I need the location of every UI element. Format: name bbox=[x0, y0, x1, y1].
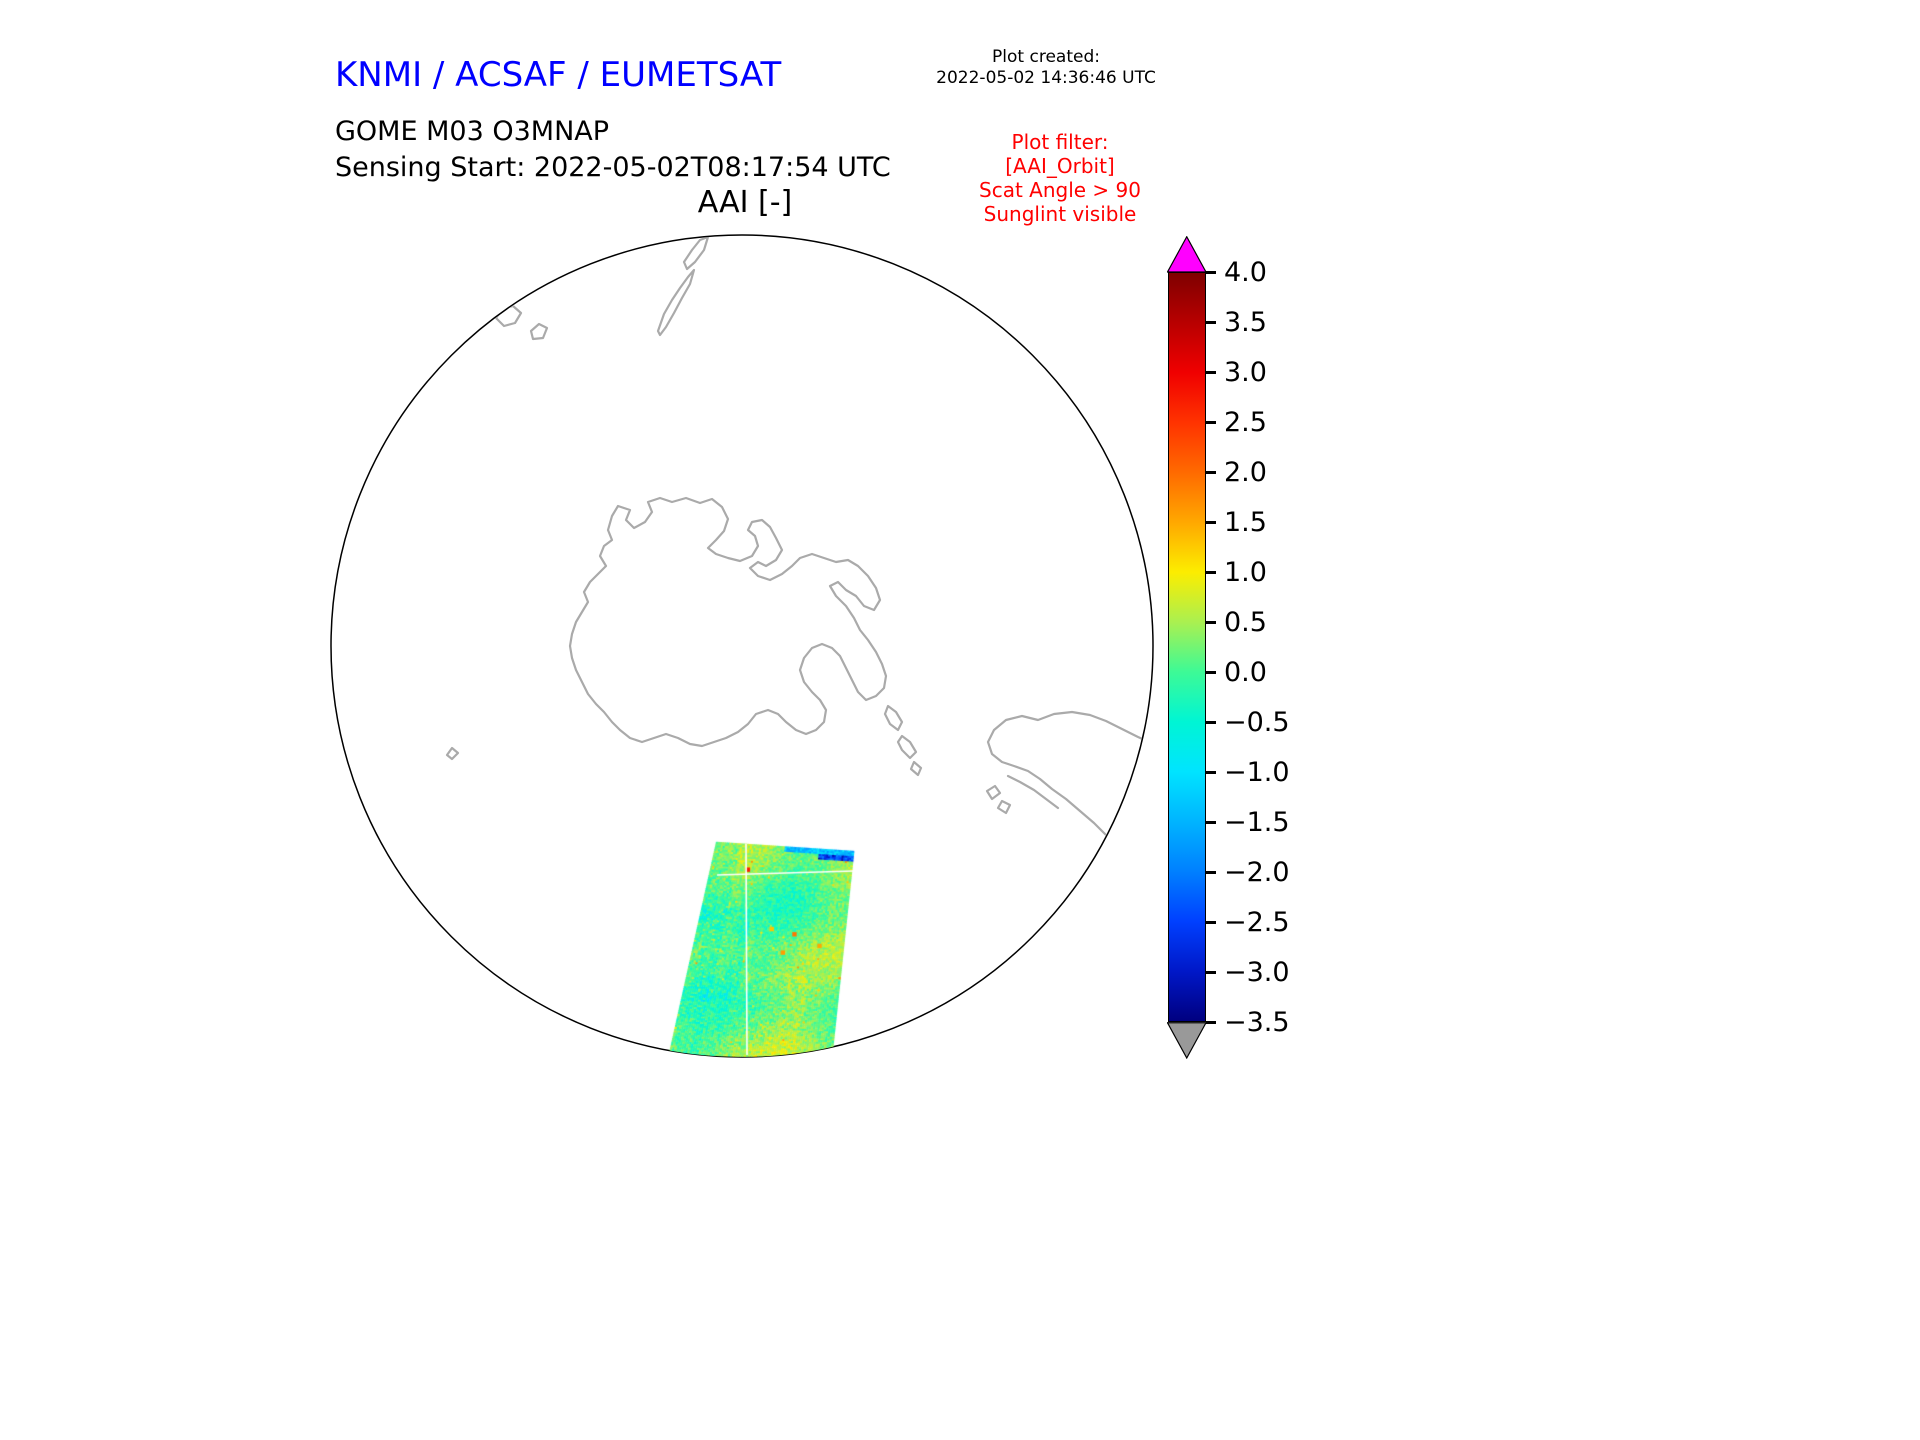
colorbar-tick: 3.5 bbox=[1206, 304, 1267, 340]
colorbar-tick-label: 3.0 bbox=[1224, 356, 1267, 388]
over-arrow-triangle bbox=[1167, 236, 1207, 273]
coastline-small-island bbox=[445, 746, 460, 761]
plot-created-label: Plot created: bbox=[992, 47, 1100, 67]
colorbar-tick: −1.5 bbox=[1206, 804, 1290, 840]
under-arrow-triangle bbox=[1167, 1022, 1207, 1059]
plot-filter-line: Plot filter: bbox=[1011, 130, 1109, 154]
colorbar-tick-mark bbox=[1206, 670, 1216, 674]
colorbar-tick: 0.5 bbox=[1206, 604, 1267, 640]
map-title: AAI [-] bbox=[697, 185, 793, 220]
coastline-tasmania bbox=[494, 304, 523, 328]
colorbar-tick-mark bbox=[1206, 920, 1216, 924]
colorbar-tick-mark bbox=[1206, 1020, 1216, 1024]
coastline-south-america-edge bbox=[1137, 793, 1152, 810]
colorbar-tick: −3.5 bbox=[1206, 1004, 1290, 1040]
colorbar-tick-mark bbox=[1206, 420, 1216, 424]
colorbar-tick: 1.0 bbox=[1206, 554, 1267, 590]
colorbar-tick-mark bbox=[1206, 320, 1216, 324]
colorbar-tick-mark bbox=[1206, 870, 1216, 874]
colorbar-tick: −2.0 bbox=[1206, 854, 1290, 890]
coastlines-group bbox=[445, 236, 1152, 865]
colorbar-tick: 3.0 bbox=[1206, 354, 1267, 390]
colorbar-tick-label: 1.0 bbox=[1224, 556, 1267, 588]
sensing-start: Sensing Start: 2022-05-02T08:17:54 UTC bbox=[335, 152, 891, 183]
colorbar-tick-label: 3.5 bbox=[1224, 306, 1267, 338]
colorbar-tick-mark bbox=[1206, 470, 1216, 474]
colorbar-tick-label: −3.5 bbox=[1224, 1006, 1290, 1038]
colorbar-tick: 1.5 bbox=[1206, 504, 1267, 540]
colorbar-tick-mark bbox=[1206, 270, 1216, 274]
colorbar-tick-label: 0.5 bbox=[1224, 606, 1267, 638]
plot-filter-block: Plot filter: [AAI_Orbit] Scat Angle > 90… bbox=[960, 130, 1160, 226]
colorbar-tick-label: −3.0 bbox=[1224, 956, 1290, 988]
colorbar-tick-mark bbox=[1206, 520, 1216, 524]
colorbar-tick: 4.0 bbox=[1206, 254, 1267, 290]
colorbar-tick: 0.0 bbox=[1206, 654, 1267, 690]
coastline-peninsula-island bbox=[896, 734, 918, 760]
colorbar-tick-mark bbox=[1206, 970, 1216, 974]
colorbar-tick-label: 2.5 bbox=[1224, 406, 1267, 438]
colorbar-tick-mark bbox=[1206, 570, 1216, 574]
colorbar-tick-label: −0.5 bbox=[1224, 706, 1290, 738]
colorbar-tick: 2.5 bbox=[1206, 404, 1267, 440]
colorbar-tick: 2.0 bbox=[1206, 454, 1267, 490]
coastline-new-zealand-north bbox=[682, 236, 710, 271]
colorbar-tick-mark bbox=[1206, 720, 1216, 724]
colorbar-tick-mark bbox=[1206, 820, 1216, 824]
plot-filter-line: [AAI_Orbit] bbox=[1005, 154, 1115, 178]
coastline-south-america-island bbox=[996, 799, 1012, 815]
colorbar-tick-label: −2.5 bbox=[1224, 906, 1290, 938]
colorbar-tick-label: 0.0 bbox=[1224, 656, 1267, 688]
coastline-tasmania bbox=[529, 322, 549, 341]
colorbar-tick-mark bbox=[1206, 770, 1216, 774]
coastline-south-america bbox=[986, 710, 1152, 865]
plot-created-block: Plot created: 2022-05-02 14:36:46 UTC bbox=[930, 47, 1162, 89]
colorbar-tick: −2.5 bbox=[1206, 904, 1290, 940]
colorbar-tick: −0.5 bbox=[1206, 704, 1290, 740]
colorbar-tick-label: 2.0 bbox=[1224, 456, 1267, 488]
colorbar-under-arrow bbox=[1167, 1022, 1207, 1059]
colorbar-tick-label: 1.5 bbox=[1224, 506, 1267, 538]
colorbar-tick: −3.0 bbox=[1206, 954, 1290, 990]
colorbar-tick-label: −1.0 bbox=[1224, 756, 1290, 788]
colorbar-tick-label: 4.0 bbox=[1224, 256, 1267, 288]
colorbar-gradient bbox=[1168, 272, 1206, 1022]
map-boundary-circle bbox=[330, 234, 1154, 1058]
product-title: GOME M03 O3MNAP bbox=[335, 116, 610, 147]
colorbar-tick-label: −1.5 bbox=[1224, 806, 1290, 838]
coastline-south-america-channel bbox=[1006, 774, 1060, 810]
colorbar-tick: −1.0 bbox=[1206, 754, 1290, 790]
colorbar-tick-mark bbox=[1206, 370, 1216, 374]
coastline-new-zealand-south bbox=[656, 268, 696, 337]
colorbar-tick-label: −2.0 bbox=[1224, 856, 1290, 888]
coastline-antarctica bbox=[568, 496, 888, 748]
colorbar-ticks: 4.0 3.5 3.0 2.5 2.0 1.5 1.0 0.5 0.0 −0.5 −1.0 −1.5 −… bbox=[1206, 257, 1326, 1038]
plot-created-value: 2022-05-02 14:36:46 UTC bbox=[936, 68, 1156, 88]
colorbar-over-arrow bbox=[1167, 236, 1207, 273]
coastline-peninsula-island bbox=[883, 704, 904, 732]
coastline-peninsula-island bbox=[909, 760, 923, 777]
colorbar-tick-mark bbox=[1206, 620, 1216, 624]
coastline-south-america-island bbox=[985, 784, 1002, 801]
org-title: KNMI / ACSAF / EUMETSAT bbox=[335, 55, 782, 95]
plot-filter-line: Scat Angle > 90 bbox=[979, 178, 1141, 202]
plot-filter-line: Sunglint visible bbox=[983, 202, 1137, 226]
aai-swath-canvas bbox=[640, 828, 870, 1057]
